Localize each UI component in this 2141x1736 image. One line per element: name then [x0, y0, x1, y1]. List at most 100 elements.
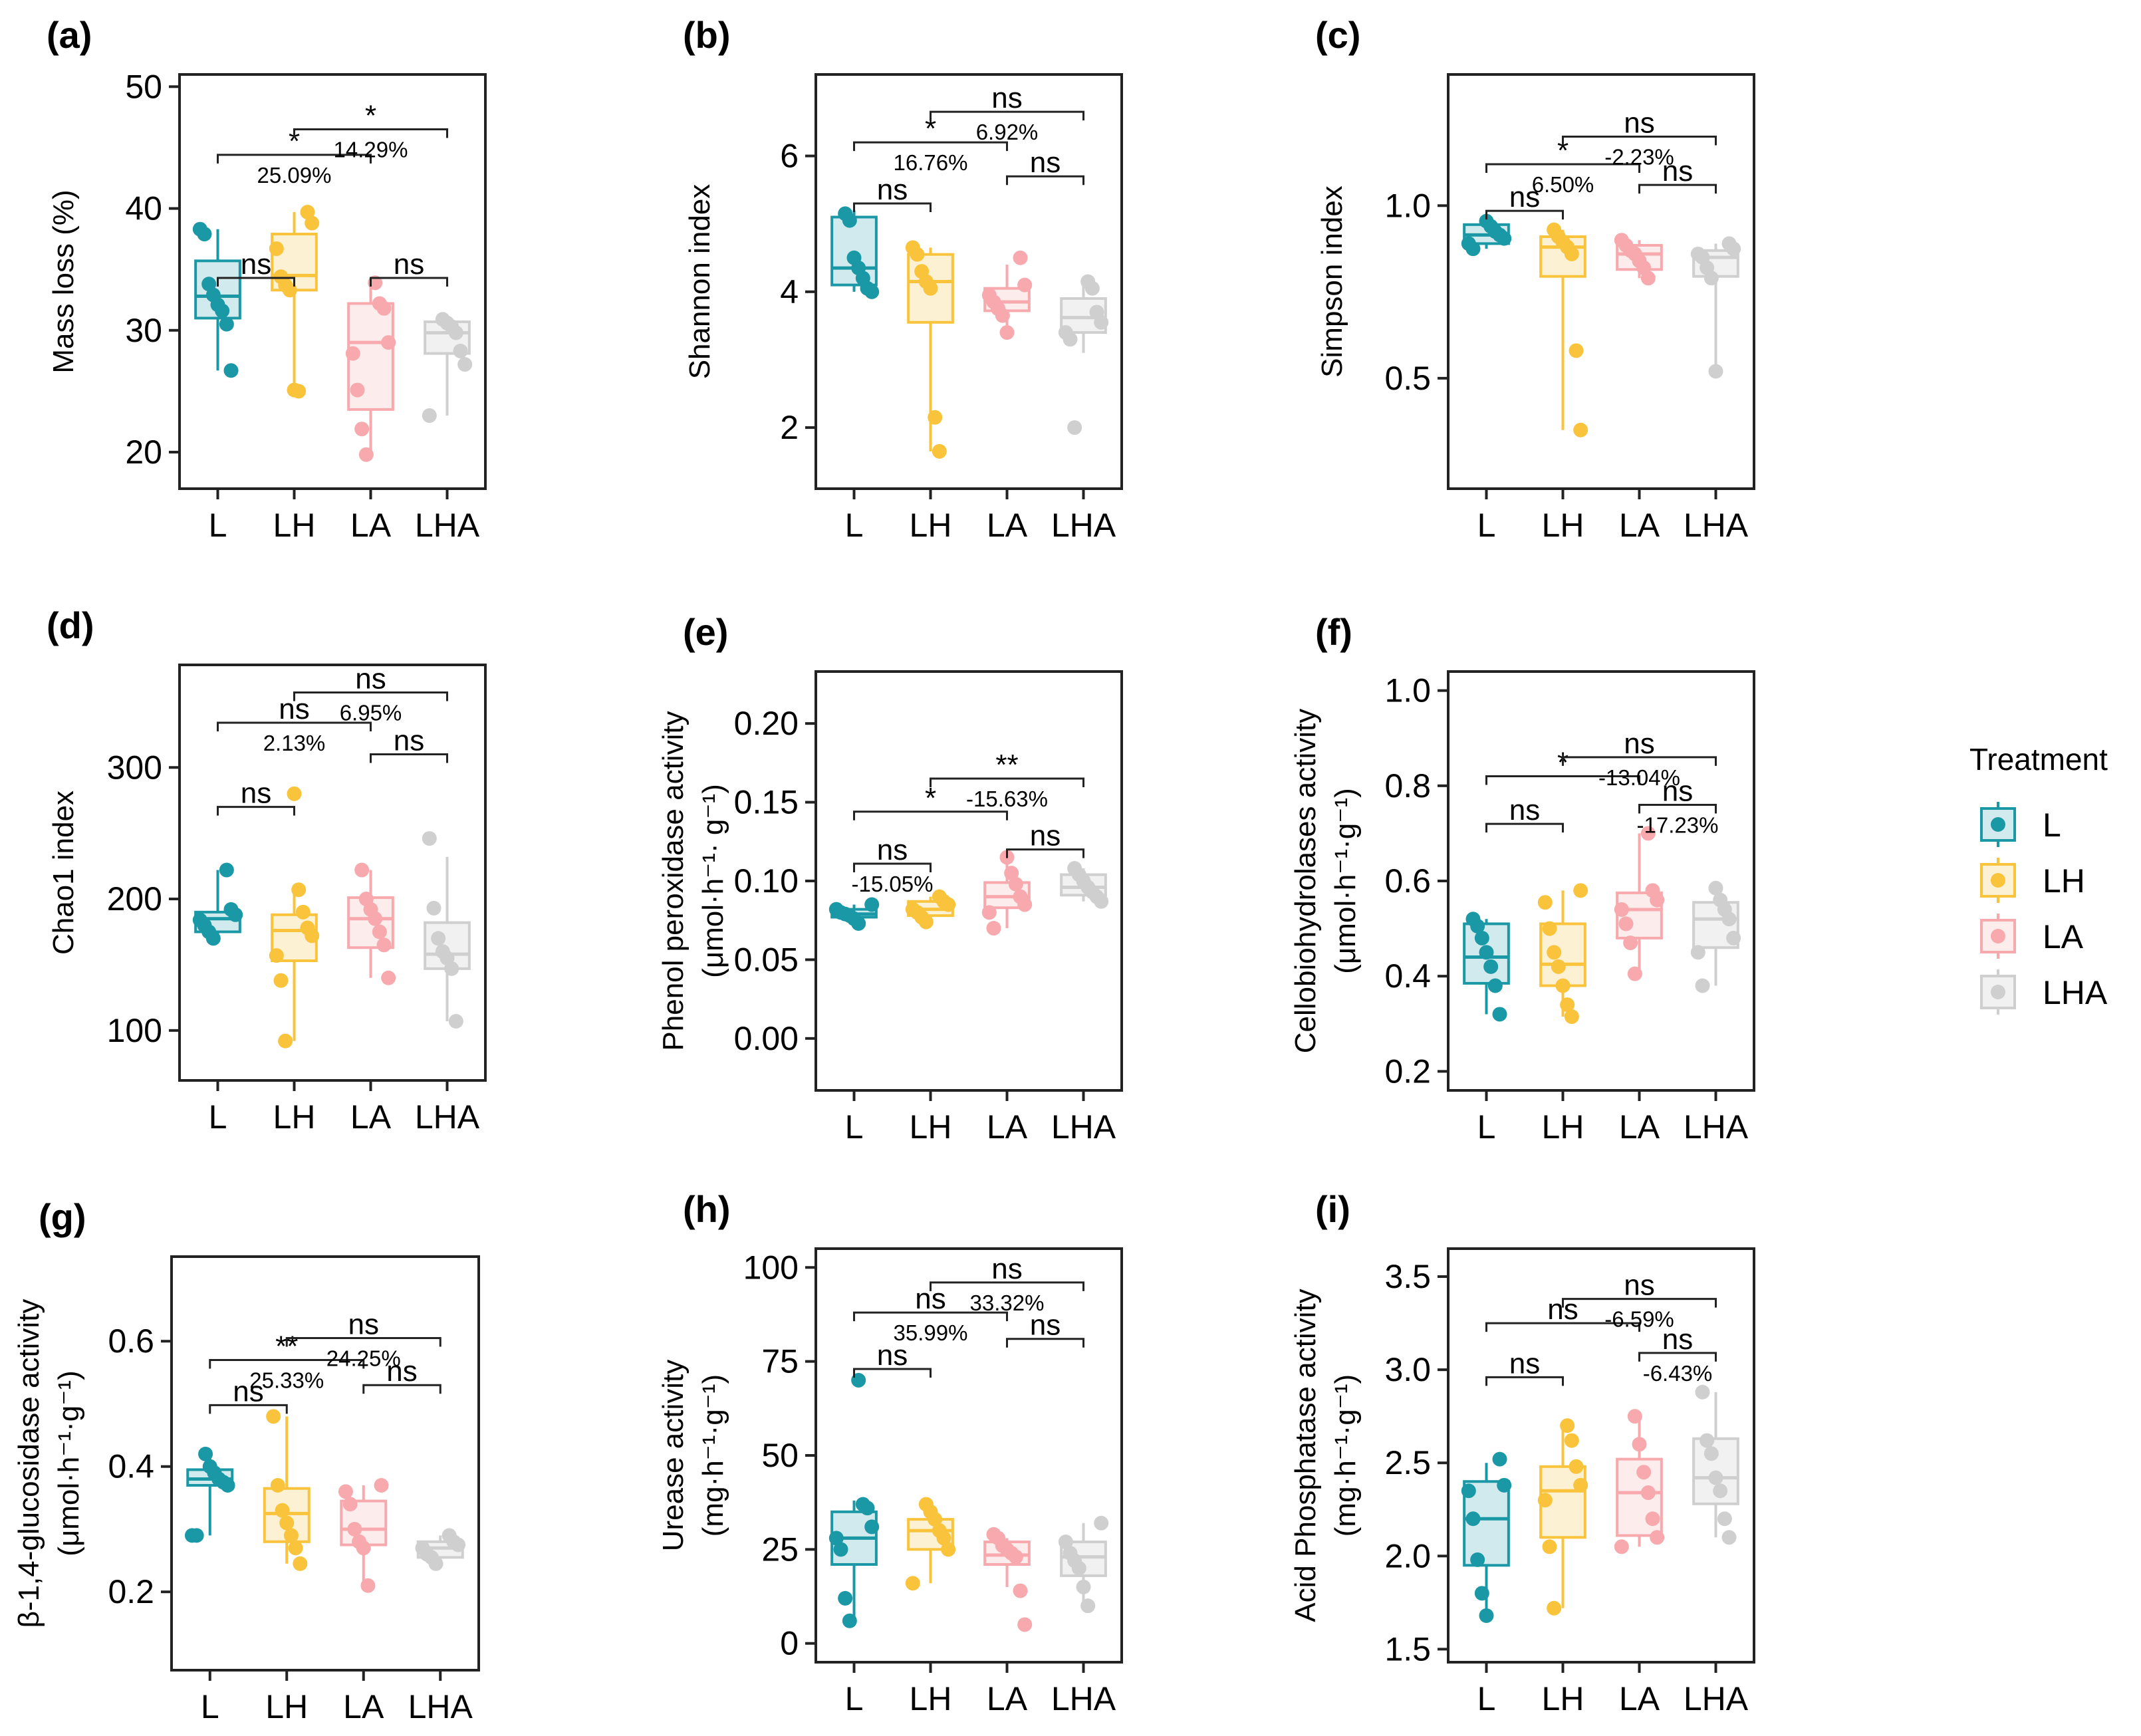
- significance-label: ns: [991, 1253, 1022, 1285]
- comparison-bracket: [1006, 175, 1084, 186]
- x-tick-label: LHA: [1684, 1680, 1749, 1717]
- plot-frame: [815, 1247, 1123, 1664]
- plot-frame: [815, 73, 1123, 490]
- data-point: [828, 1531, 844, 1546]
- y-tick-label: 75: [761, 1343, 799, 1380]
- y-axis-unit: (mg·h⁻¹·g⁻¹): [1329, 1374, 1362, 1537]
- comparison-L-LA: * 16.76%: [853, 112, 1008, 175]
- comparison-LA-LHA: ns: [1006, 820, 1084, 858]
- data-point: [453, 343, 468, 358]
- percent-change-label: 2.13%: [263, 731, 326, 755]
- data-point: [448, 1013, 463, 1029]
- data-point: [1640, 826, 1656, 841]
- x-tick-label: LH: [910, 1108, 952, 1146]
- x-tick-label: LA: [350, 507, 392, 544]
- data-point: [1479, 1608, 1494, 1623]
- significance-label: ns: [1662, 775, 1693, 807]
- panel-e: (e) 0.00 0.05 0.10 0.15 0.20 Phenol peroxidase…: [657, 611, 1123, 1146]
- plot-frame: [178, 73, 487, 490]
- data-point: [451, 1537, 466, 1552]
- data-point: [360, 1578, 376, 1593]
- comparison-bracket: [1006, 1338, 1084, 1348]
- data-point: [279, 1515, 295, 1531]
- x-tick-label: LA: [1619, 507, 1660, 544]
- data-point: [1013, 1583, 1028, 1598]
- panel-f: (f) 0.2 0.4 0.6 0.8 1.0 Cellobiohydrolases act…: [1289, 611, 1755, 1146]
- x-tick-label: LA: [343, 1688, 384, 1725]
- percent-change-label: 24.25%: [326, 1346, 401, 1371]
- data-point: [1492, 1007, 1507, 1022]
- data-point: [864, 284, 880, 299]
- significance-label: ns: [991, 82, 1022, 114]
- data-point: [1708, 1470, 1723, 1485]
- data-point: [381, 970, 396, 985]
- comparison-bracket: [293, 691, 448, 701]
- data-point: [1547, 945, 1562, 960]
- x-tick-label: LH: [265, 1688, 308, 1725]
- data-point: [287, 786, 302, 801]
- comparison-bracket: [1638, 184, 1717, 194]
- data-point: [1551, 959, 1566, 974]
- percent-change-label: 25.33%: [249, 1368, 324, 1393]
- y-tick-label: 1.0: [1384, 672, 1431, 709]
- significance-label: ns: [241, 777, 271, 810]
- panel-label: (g): [39, 1196, 86, 1238]
- data-point: [842, 1613, 857, 1628]
- legend: Treatment L LH LA LHA: [1969, 742, 2108, 1015]
- significance-label: *: [289, 125, 300, 158]
- x-tick-label: LH: [1542, 1680, 1584, 1717]
- data-point: [1080, 1598, 1096, 1614]
- significance-label: ns: [233, 1375, 263, 1408]
- data-point: [1474, 1586, 1489, 1601]
- x-tick-label: L: [845, 507, 864, 544]
- comparison-L-LA: *: [853, 782, 1008, 820]
- x-tick-label: LA: [987, 507, 1028, 544]
- data-point: [1636, 1465, 1652, 1480]
- data-point: [350, 382, 365, 398]
- y-tick-label: 40: [125, 190, 162, 227]
- comparison-bracket: [1485, 1376, 1564, 1386]
- percent-change-label: 6.95%: [340, 701, 402, 725]
- data-point: [1465, 1511, 1481, 1527]
- data-point: [1067, 420, 1082, 435]
- data-point: [1542, 921, 1557, 936]
- comparison-L-LH: ns -15.05%: [852, 834, 934, 896]
- comparison-L-LH: ns: [1485, 1347, 1564, 1386]
- comparison-bracket: [217, 721, 372, 732]
- percent-change-label: -13.04%: [1598, 765, 1680, 790]
- legend-item-LH: LH: [1980, 858, 2085, 903]
- y-axis-label: β-1,4-glucosidase activity: [13, 1299, 45, 1628]
- data-point: [1569, 343, 1584, 358]
- y-tick-label: 0.20: [734, 705, 799, 742]
- data-point: [269, 241, 284, 257]
- y-axis-label: Cellobiohydrolases activity: [1289, 709, 1322, 1053]
- data-point: [354, 422, 370, 437]
- data-point: [220, 1477, 235, 1493]
- data-point: [936, 1531, 951, 1546]
- comparison-bracket: [209, 1404, 288, 1414]
- comparison-bracket: [853, 202, 932, 213]
- legend-item-LHA: LHA: [1980, 969, 2108, 1015]
- plot-frame: [1447, 670, 1755, 1092]
- comparison-LA-LHA: ns: [370, 248, 448, 287]
- data-point: [1487, 978, 1503, 993]
- plot-frame: [170, 1255, 480, 1672]
- y-tick-label: 2.0: [1384, 1537, 1431, 1574]
- significance-label: ns: [1030, 146, 1061, 179]
- data-point: [305, 215, 320, 231]
- data-point: [198, 1446, 213, 1461]
- data-point: [1573, 1477, 1588, 1493]
- data-point: [275, 1503, 290, 1518]
- data-point: [1564, 246, 1579, 261]
- x-tick-label: LHA: [408, 1688, 473, 1725]
- data-point: [354, 862, 370, 878]
- significance-label: ns: [1662, 1323, 1693, 1356]
- data-point: [288, 1541, 303, 1556]
- data-point: [228, 907, 243, 922]
- comparison-bracket: [853, 810, 1008, 820]
- data-point: [291, 384, 307, 399]
- comparison-L-LH: ns: [853, 174, 932, 213]
- x-tick-label: L: [209, 1098, 227, 1136]
- data-point: [1721, 912, 1737, 927]
